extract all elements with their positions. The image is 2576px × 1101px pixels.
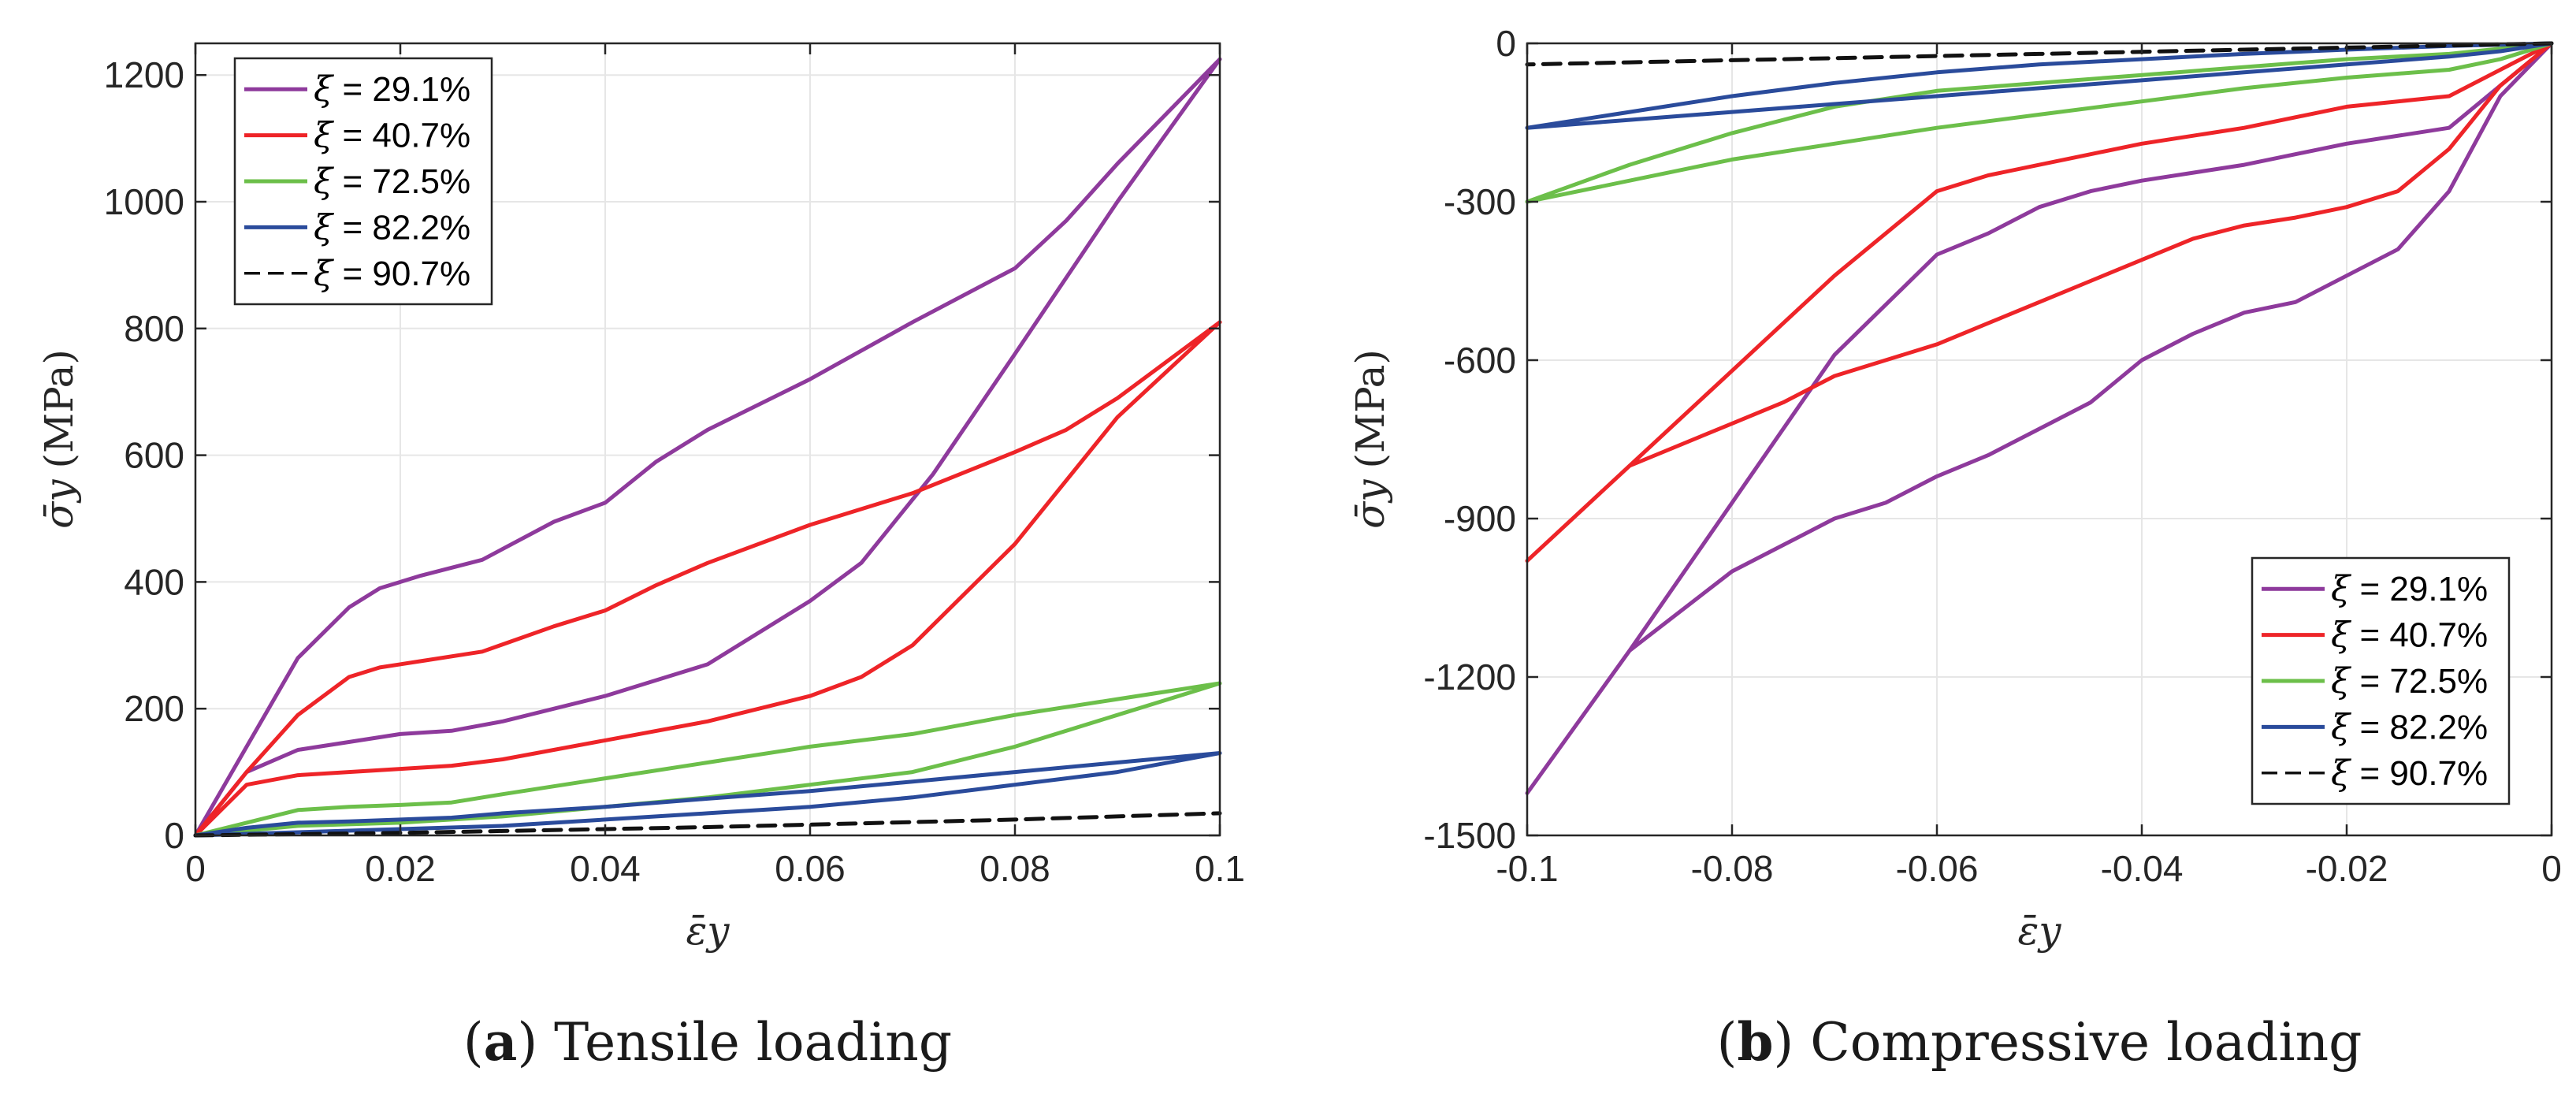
y-tick-label: 1000 xyxy=(104,181,184,222)
legend-entry-xi-40-7: ξ = 40.7% xyxy=(314,116,470,156)
legend-label: = 72.5% xyxy=(2350,662,2488,701)
legend-symbol: ξ xyxy=(314,162,335,202)
legend-symbol: ξ xyxy=(314,207,335,247)
legend-symbol: ξ xyxy=(2331,616,2352,656)
y-tick-label: -1500 xyxy=(1423,815,1516,856)
x-tick-label: 0.1 xyxy=(1195,848,1245,889)
compressive-panel: -0.1 -0.08 -0.06 -0.04 -0.02 0 0 -300 -600 -900 -1… xyxy=(1347,23,2562,1073)
tensile-panel: 0 0.02 0.04 0.06 0.08 0.1 0 200 400 600 800 1000 120… xyxy=(36,42,1245,1073)
tensile-y-axis-label: σ̄y(MPa) xyxy=(36,349,82,529)
tensile-plot-frame xyxy=(194,42,1221,837)
series-line-xi-40-7 xyxy=(1525,41,2554,564)
legend-label: = 82.2% xyxy=(333,208,470,247)
legend-entry-xi-82-2: ξ = 82.2% xyxy=(2331,707,2488,747)
legend-label: = 40.7% xyxy=(333,117,470,155)
x-tick-label: 0.08 xyxy=(979,848,1050,889)
legend-entry-xi-29-1: ξ = 29.1% xyxy=(2331,569,2488,609)
y-tick-label: 200 xyxy=(124,688,184,729)
legend-label: = 90.7% xyxy=(2350,754,2488,793)
x-tick-label: -0.1 xyxy=(1496,848,1558,889)
legend-label: = 90.7% xyxy=(333,255,470,293)
y-tick-label: -600 xyxy=(1444,340,1516,381)
y-tick-label: -1200 xyxy=(1423,657,1516,697)
legend-symbol: ξ xyxy=(2331,753,2352,794)
y-tick-label: -300 xyxy=(1444,181,1516,222)
legend-label: = 72.5% xyxy=(333,162,470,201)
legend-symbol: ξ xyxy=(2331,707,2352,747)
legend-label: = 29.1% xyxy=(333,70,470,109)
x-tick-label: 0 xyxy=(185,848,206,889)
compressive-caption: (b) Compressive loading xyxy=(1717,1011,2362,1073)
series-line-xi-40-7 xyxy=(193,320,1222,838)
legend-entry-xi-29-1: ξ = 29.1% xyxy=(314,69,470,110)
x-tick-label: 0 xyxy=(2541,848,2562,889)
series-line-xi-29-1 xyxy=(1525,41,2554,795)
x-tick-label: 0.02 xyxy=(365,848,436,889)
y-tick-label: 0 xyxy=(164,815,184,856)
compressive-series xyxy=(1525,41,2554,795)
x-tick-label: 0.06 xyxy=(775,848,846,889)
x-tick-label: -0.08 xyxy=(1691,848,1774,889)
legend-entry-xi-90-7: ξ = 90.7% xyxy=(2331,753,2488,794)
series-line-xi-82-2 xyxy=(193,751,1222,838)
legend-symbol: ξ xyxy=(314,69,335,110)
legend-entry-xi-40-7: ξ = 40.7% xyxy=(2331,616,2488,656)
compressive-ticks: -0.1 -0.08 -0.06 -0.04 -0.02 0 0 -300 -600 -900 -1… xyxy=(1423,23,2561,889)
compressive-y-axis-label: σ̄y(MPa) xyxy=(1347,349,1393,529)
y-tick-label: -900 xyxy=(1444,498,1516,539)
x-tick-label: 0.04 xyxy=(570,848,641,889)
y-tick-label: 800 xyxy=(124,308,184,349)
y-tick-label: 1200 xyxy=(104,54,184,95)
series-line-xi-29-1 xyxy=(193,57,1222,838)
compressive-x-axis-label: ε̄y xyxy=(2017,908,2061,954)
y-tick-label: 400 xyxy=(124,561,184,602)
legend-label: = 29.1% xyxy=(2350,570,2488,608)
compressive-legend: ξ = 29.1%ξ = 40.7%ξ = 72.5%ξ = 82.2%ξ = … xyxy=(2251,556,2511,805)
legend-symbol: ξ xyxy=(314,116,335,156)
legend-box xyxy=(2251,556,2511,805)
legend-entry-xi-82-2: ξ = 82.2% xyxy=(314,207,470,247)
x-tick-label: -0.02 xyxy=(2306,848,2388,889)
tensile-caption: (a) Tensile loading xyxy=(463,1011,952,1073)
series-line-xi-90-7 xyxy=(1525,41,2554,67)
y-tick-label: 600 xyxy=(124,435,184,476)
tensile-series xyxy=(193,57,1222,838)
x-tick-label: -0.06 xyxy=(1896,848,1979,889)
y-tick-label: 0 xyxy=(1496,23,1516,64)
series-line-xi-82-2 xyxy=(1525,41,2554,130)
legend-symbol: ξ xyxy=(2331,569,2352,609)
compressive-plot-frame xyxy=(1526,42,2553,837)
series-line-xi-72-5 xyxy=(1525,41,2554,204)
legend-symbol: ξ xyxy=(2331,661,2352,701)
series-line-xi-90-7 xyxy=(193,811,1222,838)
legend-entry-xi-90-7: ξ = 90.7% xyxy=(314,254,470,294)
x-tick-label: -0.04 xyxy=(2101,848,2184,889)
tensile-ticks: 0 0.02 0.04 0.06 0.08 0.1 0 200 400 600 800 1000 120… xyxy=(104,43,1245,889)
tensile-x-axis-label: ε̄y xyxy=(686,908,730,954)
legend-label: = 40.7% xyxy=(2350,616,2488,655)
legend-label: = 82.2% xyxy=(2350,708,2488,746)
legend-entry-xi-72-5: ξ = 72.5% xyxy=(2331,661,2488,701)
legend-entry-xi-72-5: ξ = 72.5% xyxy=(314,162,470,202)
tensile-legend: ξ = 29.1%ξ = 40.7%ξ = 72.5%ξ = 82.2%ξ = … xyxy=(233,57,493,306)
legend-symbol: ξ xyxy=(314,254,335,294)
